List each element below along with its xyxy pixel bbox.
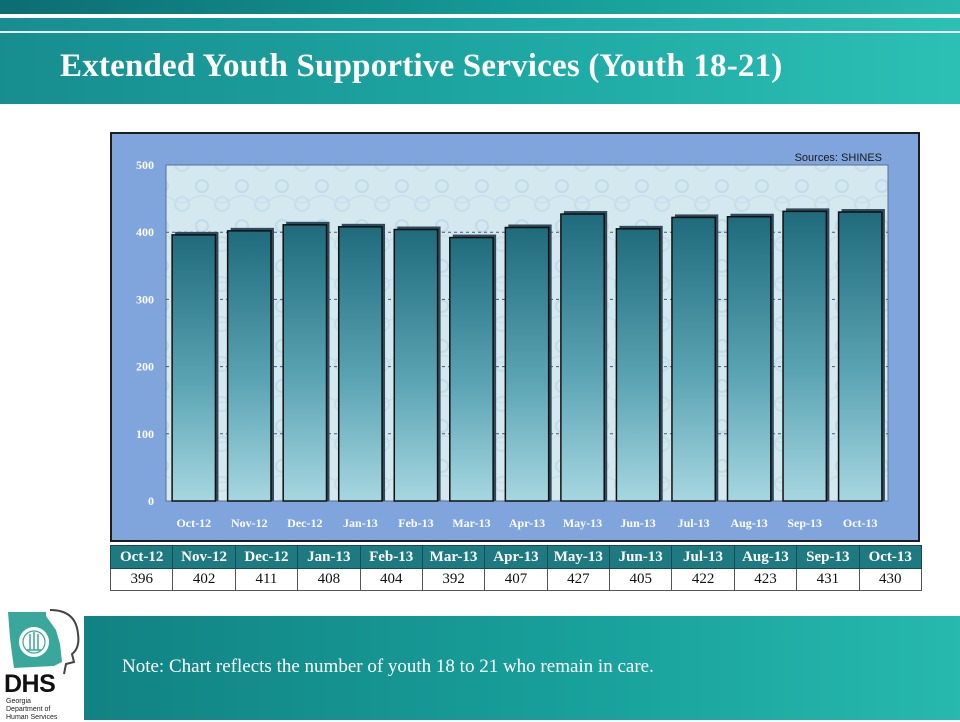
bar bbox=[782, 210, 828, 502]
data-table: Oct-12 Nov-12 Dec-12 Jan-13 Feb-13 Mar-13 Apr-… bbox=[109, 545, 922, 591]
table-header-cell: Aug-13 bbox=[733, 545, 798, 569]
table-cell: 404 bbox=[359, 568, 423, 591]
table-cell: 408 bbox=[297, 568, 361, 591]
table-header-cell: Oct-13 bbox=[858, 545, 922, 569]
y-tick-label: 100 bbox=[136, 427, 154, 441]
bar bbox=[337, 226, 383, 502]
chart-canvas: 0 100 200 300 400 500 Oct-12 Nov-12 Dec-12 Jan-1… bbox=[136, 152, 889, 530]
bars bbox=[171, 208, 885, 502]
slide-title: Extended Youth Supportive Services (Yout… bbox=[60, 48, 783, 84]
table-header-cell: Feb-13 bbox=[359, 545, 423, 569]
table-header-row: Oct-12 Nov-12 Dec-12 Jan-13 Feb-13 Mar-13 Apr-… bbox=[109, 545, 922, 569]
y-tick-label: 400 bbox=[136, 225, 154, 239]
bar bbox=[504, 226, 550, 502]
y-tick-label: 0 bbox=[148, 494, 154, 508]
x-tick-label: May-13 bbox=[563, 516, 602, 530]
table-cell: 422 bbox=[671, 568, 735, 591]
x-tick-label: Mar-13 bbox=[452, 516, 490, 530]
dhs-logo bbox=[0, 604, 84, 720]
table-header-cell: Oct-12 bbox=[109, 545, 174, 569]
table-header-cell: May-13 bbox=[546, 545, 611, 569]
footer-band bbox=[84, 616, 960, 720]
x-tick-label: Dec-12 bbox=[287, 516, 322, 530]
table-cell: 392 bbox=[421, 568, 486, 591]
x-tick-label: Nov-12 bbox=[231, 516, 268, 530]
table-row: 396 402 411 408 404 392 407 427 405 422 423 431 430 bbox=[109, 568, 922, 591]
x-tick-label: Oct-13 bbox=[843, 516, 878, 530]
table-cell: 402 bbox=[172, 568, 236, 591]
table-header-cell: Nov-12 bbox=[172, 545, 236, 569]
x-tick-label: Jun-13 bbox=[620, 516, 655, 530]
bar bbox=[226, 230, 272, 502]
table-cell: 396 bbox=[109, 568, 174, 591]
logo-subtitle: Georgia Department of Human Services bbox=[6, 698, 58, 721]
bar bbox=[615, 228, 661, 502]
table-cell: 427 bbox=[546, 568, 611, 591]
x-tick-label: Feb-13 bbox=[398, 516, 433, 530]
logo-abbr: DHS bbox=[4, 670, 56, 698]
top-stripe bbox=[0, 0, 960, 14]
bar bbox=[837, 211, 883, 502]
table-cell: 430 bbox=[858, 568, 922, 591]
table-header-cell: Jan-13 bbox=[297, 545, 361, 569]
table-cell: 423 bbox=[733, 568, 798, 591]
table-header-cell: Jul-13 bbox=[671, 545, 735, 569]
table-header-cell: Dec-12 bbox=[234, 545, 299, 569]
bar bbox=[671, 216, 717, 502]
x-tick-label: Aug-13 bbox=[730, 516, 767, 530]
table-header-cell: Jun-13 bbox=[608, 545, 673, 569]
table-cell: 405 bbox=[608, 568, 673, 591]
bar bbox=[393, 228, 439, 502]
y-tick-label: 500 bbox=[136, 158, 154, 172]
header-rule bbox=[0, 31, 960, 33]
x-tick-label: Jan-13 bbox=[343, 516, 378, 530]
bar bbox=[449, 236, 494, 502]
x-axis: Oct-12 Nov-12 Dec-12 Jan-13 Feb-13 Mar-13 Apr-… bbox=[176, 516, 877, 530]
bar bbox=[560, 213, 605, 502]
table-cell: 411 bbox=[234, 568, 299, 591]
y-tick-label: 200 bbox=[136, 360, 154, 374]
y-axis: 0 100 200 300 400 500 bbox=[136, 158, 154, 508]
bar bbox=[282, 224, 328, 502]
x-tick-label: Sep-13 bbox=[787, 516, 822, 530]
bar bbox=[726, 215, 772, 502]
table-header-cell: Sep-13 bbox=[796, 545, 860, 569]
chart-note: Note: Chart reflects the number of youth… bbox=[122, 656, 654, 677]
top-divider bbox=[0, 14, 960, 18]
table-cell: 431 bbox=[796, 568, 860, 591]
x-tick-label: Jul-13 bbox=[678, 516, 710, 530]
table-header-cell: Apr-13 bbox=[484, 545, 548, 569]
x-tick-label: Apr-13 bbox=[509, 516, 545, 530]
georgia-seal-icon bbox=[8, 609, 80, 675]
table-cell: 407 bbox=[484, 568, 548, 591]
bar-chart: 0 100 200 300 400 500 Oct-12 Nov-12 Dec-12 Jan-1… bbox=[110, 132, 920, 542]
y-tick-label: 300 bbox=[136, 292, 154, 306]
table-header-cell: Mar-13 bbox=[421, 545, 486, 569]
bar bbox=[171, 234, 217, 502]
x-tick-label: Oct-12 bbox=[176, 516, 211, 530]
source-note: Sources: SHINES bbox=[795, 152, 882, 164]
